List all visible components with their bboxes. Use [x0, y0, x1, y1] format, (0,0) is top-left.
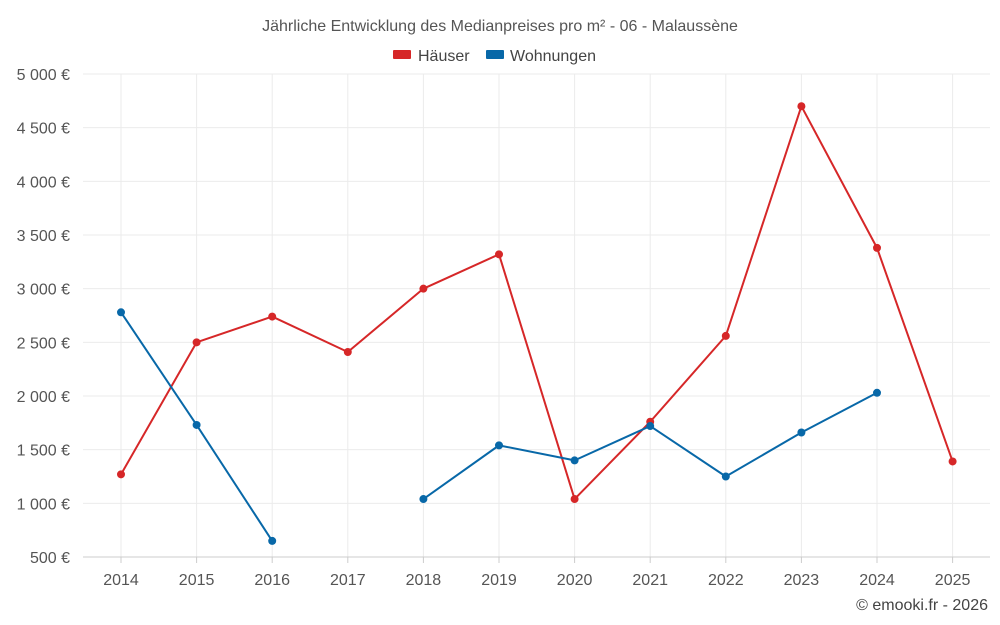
legend-item: Häuser [393, 48, 470, 65]
data-point [721, 331, 730, 340]
x-tick-label: 2016 [254, 572, 290, 589]
x-tick-label: 2022 [708, 572, 744, 589]
series-0 [117, 102, 957, 504]
y-tick-label: 1 000 € [17, 496, 70, 513]
data-point [192, 338, 201, 347]
y-tick-label: 2 000 € [17, 389, 70, 406]
data-point [646, 422, 655, 431]
series-layer [117, 102, 957, 545]
data-point [797, 428, 806, 437]
legend-label: Wohnungen [510, 48, 596, 65]
x-tick-label: 2019 [481, 572, 517, 589]
x-axis: 2014 2015 2016 2017 2018 2019 2020 2021 2022 2023… [83, 556, 990, 589]
x-tick-label: 2023 [784, 572, 820, 589]
series-1 [117, 308, 881, 545]
x-tick-label: 2024 [859, 572, 895, 589]
data-point [873, 243, 881, 252]
y-tick-label: 1 500 € [17, 443, 70, 460]
x-tick-label: 2017 [330, 572, 366, 589]
data-point [570, 495, 579, 504]
data-point [570, 456, 579, 465]
data-point [268, 536, 277, 545]
x-tick-label: 2015 [179, 572, 215, 589]
x-tick-label: 2025 [935, 572, 971, 589]
data-point [117, 470, 125, 479]
data-point [873, 388, 881, 397]
x-tick-label: 2014 [103, 572, 139, 589]
credit-text: © emooki.fr - 2026 [856, 597, 988, 614]
data-point [948, 457, 957, 466]
data-point [419, 284, 428, 293]
y-tick-label: 5 000 € [17, 67, 70, 84]
y-tick-label: 500 € [30, 550, 70, 567]
data-point [117, 308, 125, 317]
data-point [721, 472, 730, 481]
y-tick-label: 3 500 € [17, 228, 70, 245]
chart-title: Jährliche Entwicklung des Medianpreises … [262, 18, 738, 35]
y-tick-label: 2 500 € [17, 335, 70, 352]
legend: Häuser Wohnungen [393, 48, 596, 65]
x-tick-label: 2018 [406, 572, 442, 589]
x-tick-label: 2020 [557, 572, 593, 589]
data-point [268, 312, 277, 321]
y-tick-label: 3 000 € [17, 282, 70, 299]
x-tick-label: 2021 [632, 572, 668, 589]
legend-swatch [486, 50, 504, 59]
y-axis: 500 € 1 000 € 1 500 € 2 000 € 2 500 € 3 000 €… [17, 67, 70, 567]
y-tick-label: 4 000 € [17, 174, 70, 191]
legend-label: Häuser [418, 48, 470, 65]
y-tick-label: 4 500 € [17, 121, 70, 138]
legend-swatch [393, 50, 411, 59]
series-line [120, 105, 954, 501]
data-point [495, 441, 503, 450]
data-point [495, 250, 503, 259]
data-point [419, 495, 428, 504]
data-point [192, 420, 201, 429]
data-point [797, 102, 806, 111]
data-point [343, 347, 352, 356]
gridlines [83, 73, 990, 558]
legend-item: Wohnungen [486, 48, 596, 65]
